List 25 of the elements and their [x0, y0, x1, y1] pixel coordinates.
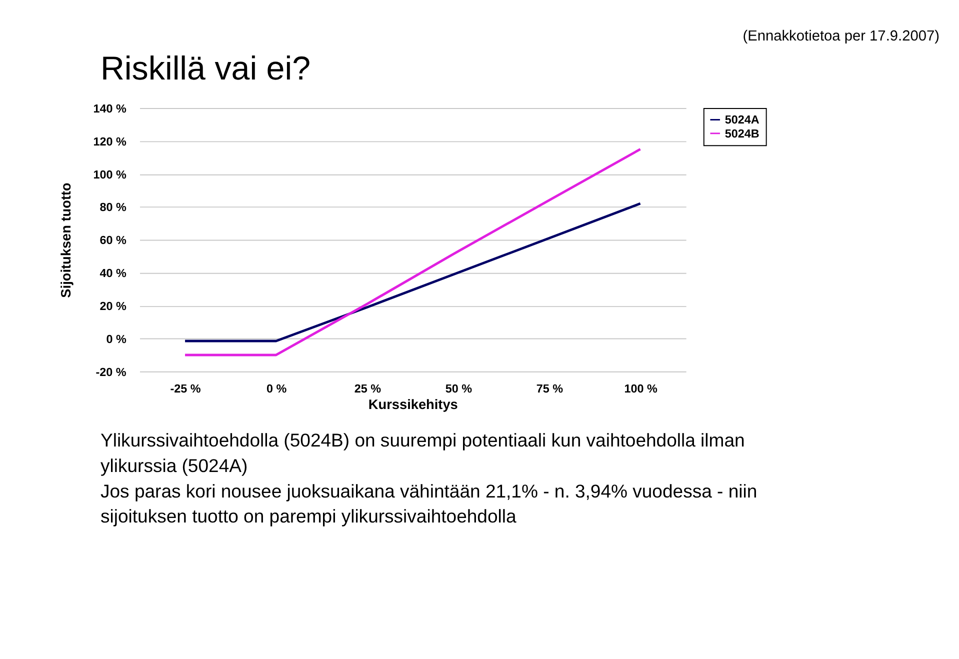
- y-tick-label: 60 %: [100, 234, 127, 248]
- line-series: [184, 202, 642, 342]
- y-tick-label: 120 %: [93, 135, 127, 148]
- y-tick-label: 80 %: [100, 201, 127, 214]
- text: Ylikurssivaihtoehdolla (5024B) on suurempi potentiaali kun vaihtoehdolla ilman ylikurssia (5024A): [100, 430, 745, 476]
- chart-title: Riskillä vai ei?: [100, 50, 311, 88]
- y-tick-label: 20 %: [100, 300, 127, 313]
- text: Jos paras kori nousee juoksuaikana vähintään 21,1% - n. 3,94% vuodessa - niin sijoituksen tuotto on parempi ylikurssivaihtoehdolla: [100, 480, 758, 527]
- legend-label: 5024B: [724, 127, 760, 140]
- x-axis-title: Kurssikehitys: [368, 396, 458, 412]
- x-tick-label: 50 %: [445, 382, 473, 396]
- x-tick-label: 75 %: [536, 382, 564, 396]
- y-tick-label: 40 %: [100, 267, 127, 280]
- x-tick-label: 0 %: [266, 382, 288, 396]
- legend-label: 5024A: [724, 114, 760, 127]
- y-tick-label: -20 %: [96, 366, 127, 379]
- x-tick-label: 25 %: [354, 382, 382, 396]
- x-tick-label: -25 %: [170, 382, 202, 396]
- line-series: [184, 148, 642, 356]
- y-tick-label: 0 %: [106, 332, 127, 346]
- x-tick-label: 100 %: [624, 382, 658, 396]
- y-tick-label: 100 %: [93, 168, 127, 182]
- y-tick-label: 140 %: [93, 102, 127, 116]
- text: (Ennakkotietoa per 17.9.2007): [742, 28, 940, 45]
- y-axis-title: Sijoituksen tuotto: [58, 182, 74, 298]
